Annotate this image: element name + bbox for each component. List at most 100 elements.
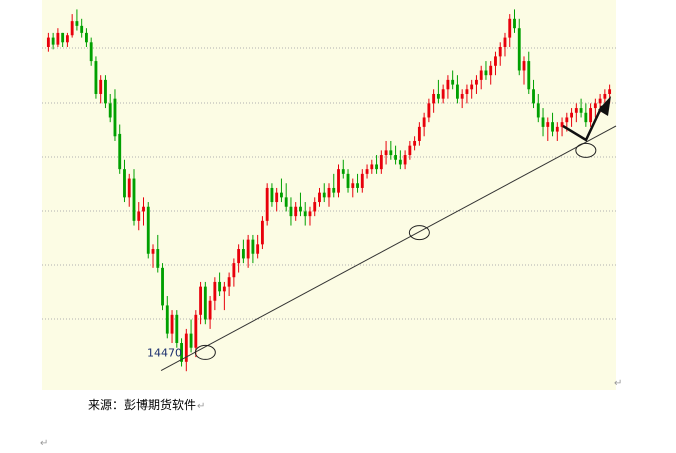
candle-body <box>513 18 516 29</box>
candle <box>541 108 545 137</box>
candle <box>65 32 69 47</box>
candle-body <box>370 164 374 170</box>
candle-body <box>436 93 440 99</box>
candle-body <box>165 305 169 334</box>
candle <box>256 234 260 259</box>
candle-body <box>603 93 607 99</box>
candle-body <box>123 169 126 198</box>
candle-body <box>398 159 402 165</box>
candle-body <box>446 79 450 90</box>
candle-body <box>551 122 554 132</box>
candle <box>146 202 150 259</box>
candle-body <box>451 79 455 85</box>
candle-body <box>422 117 426 127</box>
candle <box>346 169 350 193</box>
candle-body <box>303 211 307 217</box>
candle-body <box>408 145 412 156</box>
candle-body <box>379 155 383 170</box>
candle <box>484 61 488 80</box>
candle <box>213 277 217 311</box>
candle-body <box>322 192 326 198</box>
candle <box>251 234 255 264</box>
candle <box>441 84 445 104</box>
candle <box>208 296 212 329</box>
candle <box>494 51 497 76</box>
candle <box>422 112 426 137</box>
candle <box>142 197 145 226</box>
candle <box>384 140 388 165</box>
candle-body <box>137 211 141 221</box>
candle <box>532 79 535 109</box>
candle <box>489 61 493 85</box>
candle <box>227 272 231 297</box>
candle-body <box>608 89 612 94</box>
candle-body <box>360 173 364 188</box>
candle-body <box>555 126 559 132</box>
candle <box>265 183 269 226</box>
low-price-label: 14470 <box>147 346 182 359</box>
candle <box>318 187 321 207</box>
candle <box>170 310 174 344</box>
candle-body <box>389 150 393 156</box>
candle <box>508 14 512 47</box>
candle-body <box>99 79 103 94</box>
candle <box>218 272 222 297</box>
candle-body <box>527 61 531 90</box>
candle-body <box>56 32 60 45</box>
candle <box>589 103 593 127</box>
candle <box>327 183 331 207</box>
candle <box>132 169 136 226</box>
candle-body <box>180 343 183 362</box>
candle-body <box>203 286 207 320</box>
candle-body <box>479 70 483 80</box>
candle <box>275 187 279 212</box>
candle <box>389 140 393 160</box>
candle <box>199 281 203 325</box>
touch-circles <box>194 142 597 360</box>
candle <box>303 202 307 226</box>
candle-body <box>194 314 198 348</box>
candle <box>536 93 540 123</box>
candle-body <box>593 103 597 109</box>
candle <box>161 263 164 311</box>
candle <box>365 164 369 179</box>
candle <box>593 98 597 118</box>
candle <box>118 124 122 174</box>
candle-body <box>384 150 388 156</box>
candle-body <box>142 206 145 212</box>
candle <box>451 70 455 90</box>
candle-body <box>199 286 203 315</box>
candle <box>337 164 340 198</box>
candle <box>80 18 84 38</box>
candle <box>470 79 474 99</box>
candle-body <box>89 42 93 62</box>
candle-body <box>151 249 155 254</box>
candle <box>546 117 550 141</box>
candle <box>203 281 207 325</box>
paragraph-mark-icon: ↵ <box>614 378 623 389</box>
support-trendline <box>160 125 617 371</box>
candle-body <box>584 112 588 123</box>
candle <box>313 197 317 217</box>
candle <box>308 206 312 226</box>
candle-body <box>460 93 464 99</box>
candle-body <box>318 192 321 203</box>
candle-body <box>184 333 188 362</box>
candle-body <box>175 314 179 344</box>
candle <box>465 84 469 104</box>
candle <box>123 159 126 203</box>
candle-body <box>108 103 112 118</box>
candle-body <box>546 122 550 127</box>
candle <box>332 173 336 198</box>
candle-body <box>541 117 545 127</box>
candles <box>46 9 612 372</box>
candle-body <box>589 108 593 123</box>
candle <box>479 65 483 90</box>
candle-body <box>536 103 540 118</box>
candle-body <box>65 35 69 43</box>
candle-body <box>265 187 269 221</box>
candle <box>498 42 502 66</box>
candle <box>574 103 578 123</box>
candle-body <box>218 281 222 292</box>
candle-body <box>299 206 302 212</box>
